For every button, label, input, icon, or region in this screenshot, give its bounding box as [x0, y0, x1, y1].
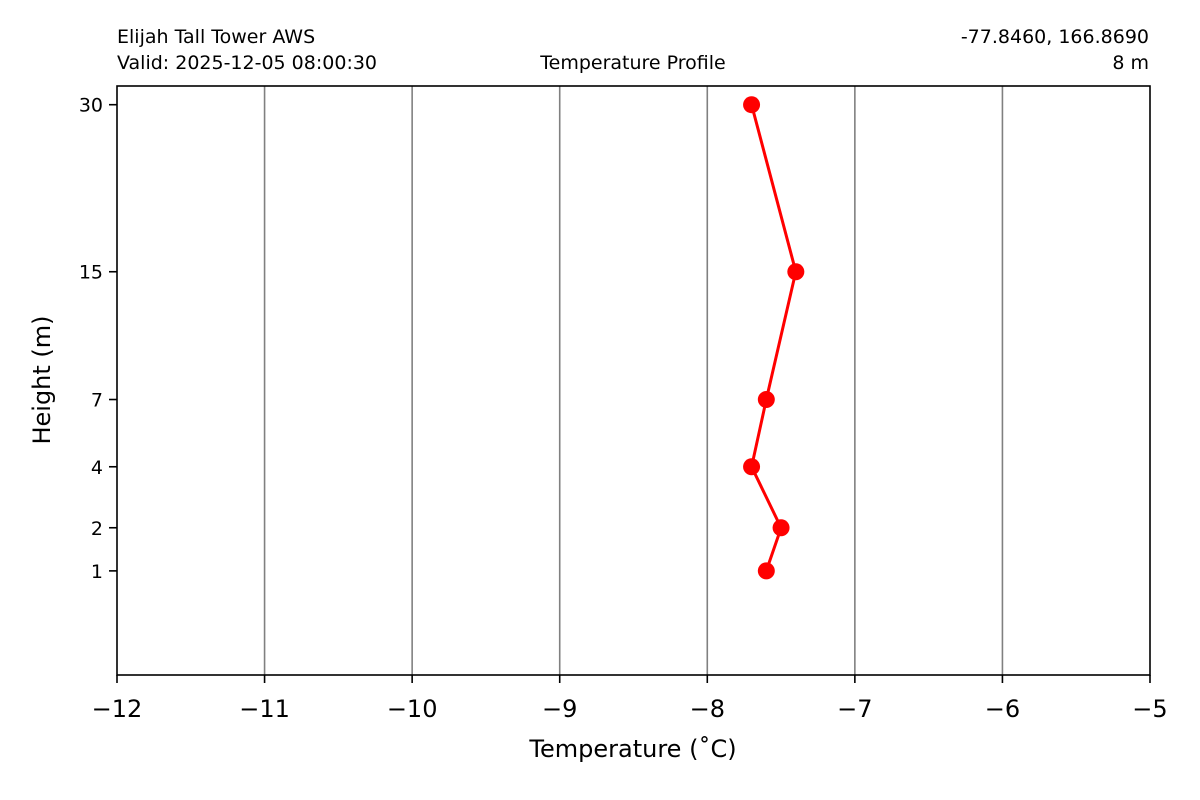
chart-title: Temperature Profile — [539, 52, 725, 74]
station-elevation: 8 m — [1112, 52, 1149, 74]
x-tick-label: −12 — [92, 695, 143, 723]
x-tick-label: −8 — [690, 695, 725, 723]
data-point — [743, 96, 761, 114]
plot-frame — [116, 85, 1151, 676]
data-point — [757, 391, 775, 409]
x-tick-label: −6 — [985, 695, 1020, 723]
y-tick-label: 30 — [79, 95, 103, 117]
data-point — [757, 562, 775, 580]
x-tick-label: −7 — [837, 695, 872, 723]
data-point — [772, 519, 790, 537]
x-axis-label: Temperature (˚C) — [528, 735, 736, 763]
data-point — [787, 263, 805, 281]
grid-lines — [263, 86, 1004, 675]
y-tick-label: 15 — [79, 262, 103, 284]
valid-time: Valid: 2025-12-05 08:00:30 — [117, 52, 377, 74]
station-coordinates: -77.8460, 166.8690 — [961, 26, 1149, 48]
y-tick-label: 7 — [91, 390, 103, 412]
y-tick-label: 4 — [91, 457, 103, 479]
y-tick-label: 2 — [91, 518, 103, 540]
data-point — [743, 458, 761, 476]
y-tick-label: 1 — [91, 561, 103, 583]
series-line — [750, 104, 798, 572]
station-name: Elijah Tall Tower AWS — [117, 26, 315, 48]
x-tick-label: −5 — [1132, 695, 1167, 723]
x-tick-label: −11 — [239, 695, 290, 723]
axis-ticks: −12 −11 −10 −9 −8 −7 −6 −5 1 2 4 7 15 30 — [79, 95, 1168, 723]
temperature-series — [743, 96, 805, 580]
x-tick-label: −10 — [387, 695, 438, 723]
x-tick-label: −9 — [542, 695, 577, 723]
y-axis-label: Height (m) — [28, 315, 56, 444]
